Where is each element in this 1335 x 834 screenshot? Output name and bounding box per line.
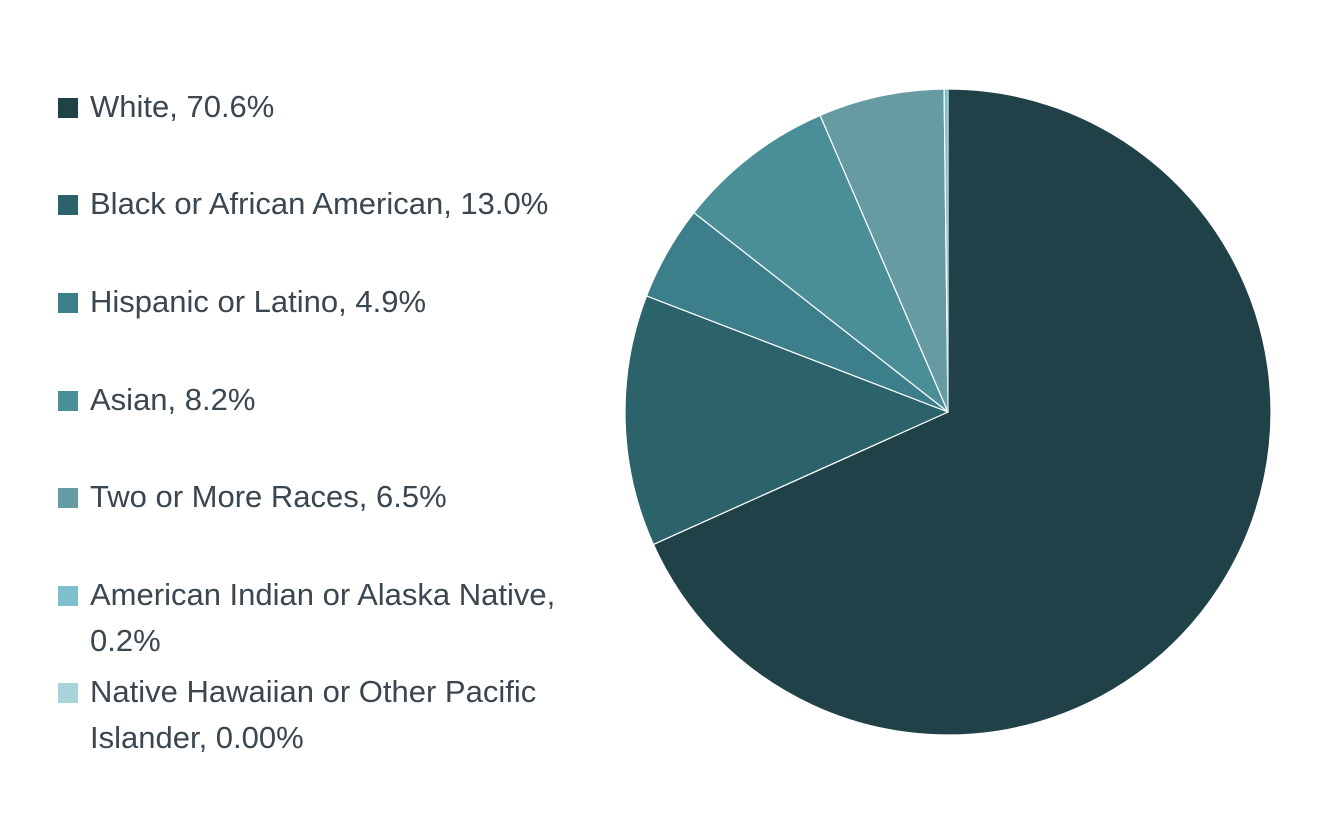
legend-item-black-or-african-american: Black or African American, 13.0% [58, 181, 610, 227]
legend-label: White, 70.6% [90, 89, 275, 124]
legend-item-white: White, 70.6% [58, 84, 610, 130]
legend-label: Black or African American, 13.0% [90, 186, 549, 221]
legend-swatch [58, 195, 78, 215]
legend-item-hispanic-or-latino: Hispanic or Latino, 4.9% [58, 279, 610, 325]
legend-swatch [58, 293, 78, 313]
legend-item-asian: Asian, 8.2% [58, 377, 610, 423]
legend-label: Hispanic or Latino, 4.9% [90, 284, 427, 319]
legend-swatch [58, 488, 78, 508]
pie-slice-white [652, 88, 1272, 736]
legend-swatch [58, 391, 78, 411]
legend-label: American Indian or Alaska Native, 0.2% [90, 577, 556, 658]
legend-item-native-hawaiian-or-other-pacific-islander: Native Hawaiian or Other Pacific Islande… [58, 669, 610, 761]
legend-label: Native Hawaiian or Other Pacific Islande… [90, 674, 537, 755]
pie-slice-two-or-more-races [819, 88, 949, 413]
legend-label: Two or More Races, 6.5% [90, 479, 447, 514]
legend-swatch [58, 683, 78, 703]
legend-label: Asian, 8.2% [90, 382, 256, 417]
legend-swatch [58, 586, 78, 606]
legend-swatch [58, 98, 78, 118]
pie-slice-black-or-african-american [624, 295, 949, 545]
pie-slice-asian [693, 114, 949, 413]
legend-item-american-indian-or-alaska-native: American Indian or Alaska Native, 0.2% [58, 572, 610, 664]
legend-item-two-or-more-races: Two or More Races, 6.5% [58, 474, 610, 520]
